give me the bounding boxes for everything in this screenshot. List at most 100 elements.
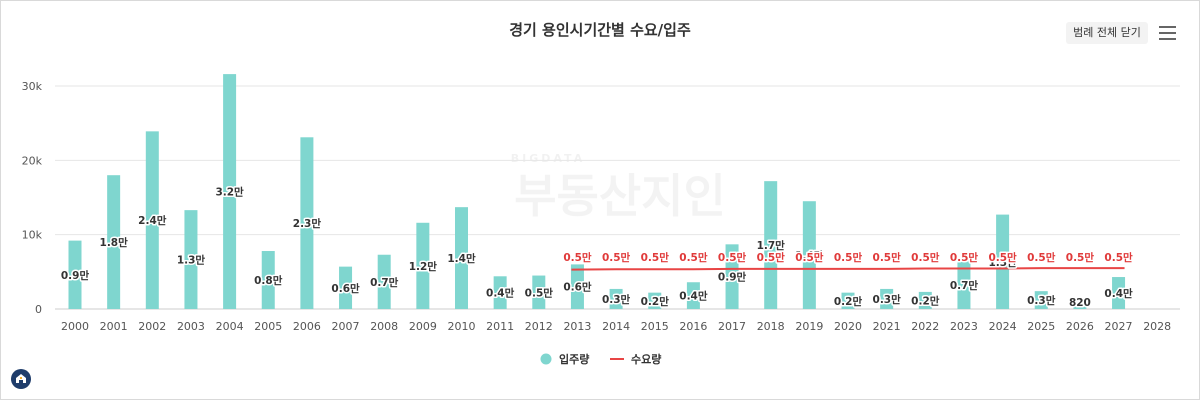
demand-value-label: 0.5만 [1066,251,1095,264]
bar-value-label: 0.8만 [254,274,283,287]
bar [223,74,237,310]
demand-value-label: 0.5만 [988,251,1017,264]
demand-value-label: 0.5만 [1104,251,1133,264]
bar [996,214,1010,309]
home-logo-icon[interactable] [11,369,31,389]
x-tick-label: 2003 [177,320,205,333]
demand-value-label: 0.5만 [757,251,786,264]
bar [532,275,546,309]
legend-bar-label[interactable]: 입주량 [559,353,589,366]
demand-value-label: 0.5만 [602,251,631,264]
bar [68,240,82,309]
bar-value-label: 1.2만 [409,260,438,273]
demand-value-label: 0.5만 [641,251,670,264]
x-tick-label: 2007 [332,320,360,333]
x-tick-label: 2010 [448,320,476,333]
demand-value-label: 0.5만 [911,251,940,264]
bar-value-label: 1.4만 [795,249,824,262]
demand-value-label: 0.5만 [950,251,979,264]
bar-value-label: 0.2만 [834,295,863,308]
bar [764,181,778,309]
bar-value-label: 0.7만 [370,276,399,289]
bar [416,222,430,309]
demand-series-line [571,267,1125,271]
bar [1073,302,1087,309]
bar-value-label: 1.7만 [757,239,786,252]
demand-value-label: 0.5만 [718,251,747,264]
bar [725,244,739,309]
x-tick-label: 2011 [486,320,514,333]
x-tick-label: 2020 [834,320,862,333]
bar-value-label: 0.6만 [563,281,592,294]
x-tick-label: 2002 [138,320,166,333]
x-tick-label: 2008 [370,320,398,333]
x-tick-label: 2001 [100,320,128,333]
bar [570,264,584,309]
y-tick-label: 30k [22,80,43,93]
bar-value-label: 3.2만 [215,186,244,199]
y-tick-label: 0 [35,303,42,316]
bar [300,137,314,309]
watermark-text: 부동산지인 [514,169,726,223]
x-tick-label: 2000 [61,320,89,333]
bar [686,282,700,309]
bar [1112,277,1126,309]
bar [455,207,468,309]
x-tick-label: 2014 [602,320,630,333]
bar-value-label: 1.8만 [100,236,129,249]
bar-value-label: 1.3만 [988,256,1017,269]
bar [145,131,159,309]
x-tick-label: 2004 [216,320,244,333]
bar-value-label: 0.3만 [602,293,631,306]
x-tick-label: 2019 [795,320,823,333]
x-tick-label: 2021 [873,320,901,333]
legend-bar-marker[interactable] [540,353,552,365]
x-tick-label: 2012 [525,320,553,333]
demand-value-label: 0.5만 [873,251,902,264]
x-tick-label: 2024 [989,320,1017,333]
x-tick-label: 2023 [950,320,978,333]
x-tick-label: 2017 [718,320,746,333]
bar-value-label: 0.7만 [950,279,979,292]
x-tick-label: 2005 [254,320,282,333]
x-tick-label: 2022 [911,320,939,333]
bar [609,288,623,309]
bar-value-label: 0.9만 [718,271,747,284]
bar-value-label: 0.5만 [525,286,554,299]
bar-value-label: 0.4만 [1104,287,1133,300]
x-tick-label: 2028 [1143,320,1171,333]
bar-value-label: 0.4만 [486,287,515,300]
x-tick-label: 2018 [757,320,785,333]
bar-value-label: 2.3만 [293,217,322,230]
bar [377,254,391,309]
bar [184,210,198,309]
bar-value-label: 0.3만 [1027,294,1056,307]
bar [918,291,932,309]
bar-value-label: 0.9만 [61,269,90,282]
bar-value-label: 0.3만 [873,293,902,306]
bar-value-label: 1.3만 [177,254,206,267]
x-tick-label: 2015 [641,320,669,333]
x-tick-label: 2006 [293,320,321,333]
bar-value-label: 0.4만 [679,290,708,303]
chart-title: 경기 용인시기간별 수요/입주 [509,21,691,39]
legend-toggle-button[interactable]: 범례 전체 닫기 [1066,22,1148,44]
legend-line-label[interactable]: 수요량 [631,353,661,366]
demand-value-label: 0.5만 [1027,251,1056,264]
bar [957,261,971,309]
demand-value-label: 0.5만 [679,251,708,264]
x-tick-label: 2016 [679,320,707,333]
bar [261,251,275,309]
bar [648,292,662,309]
x-tick-label: 2026 [1066,320,1094,333]
demand-value-label: 0.5만 [563,251,592,264]
x-tick-label: 2013 [563,320,591,333]
bar [880,288,894,309]
x-tick-label: 2009 [409,320,437,333]
bar-value-label: 820 [1069,297,1091,309]
hamburger-menu-icon[interactable] [1159,26,1176,40]
x-tick-label: 2027 [1105,320,1133,333]
bar [1034,291,1048,309]
